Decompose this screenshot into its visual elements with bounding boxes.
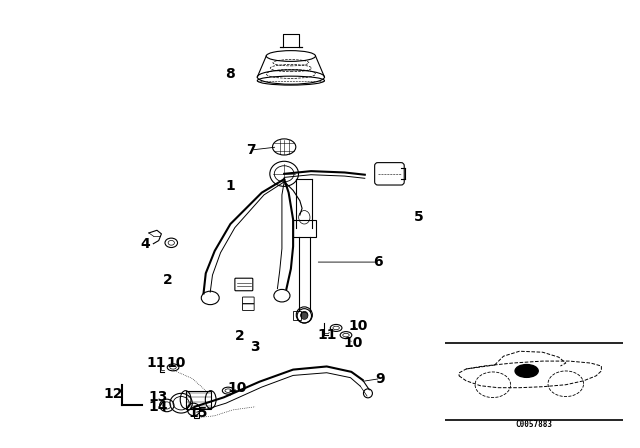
Text: 9: 9: [376, 371, 385, 386]
Text: 11: 11: [317, 328, 337, 342]
Text: 10: 10: [227, 380, 247, 395]
Text: 14: 14: [148, 400, 168, 414]
Text: 5: 5: [413, 210, 424, 224]
Text: 11: 11: [147, 356, 166, 370]
Text: C0057883: C0057883: [515, 420, 552, 429]
Text: 7: 7: [246, 143, 255, 157]
Text: 4: 4: [140, 237, 150, 251]
Text: 1: 1: [225, 179, 236, 193]
Text: 10: 10: [344, 336, 364, 350]
Bar: [293, 311, 301, 320]
Bar: [194, 408, 199, 418]
Circle shape: [301, 311, 308, 319]
Circle shape: [515, 365, 538, 377]
Text: 2: 2: [163, 273, 173, 287]
Circle shape: [301, 312, 308, 319]
Text: 6: 6: [373, 255, 383, 269]
Text: 2: 2: [234, 329, 244, 343]
Bar: [293, 220, 316, 237]
Bar: [186, 391, 211, 409]
Text: 10: 10: [166, 356, 186, 370]
Text: 8: 8: [225, 67, 236, 81]
Text: 13: 13: [148, 390, 168, 405]
Text: 3: 3: [250, 340, 260, 354]
Text: 15: 15: [188, 406, 208, 420]
Text: 10: 10: [348, 319, 368, 333]
Text: 12: 12: [103, 387, 123, 401]
